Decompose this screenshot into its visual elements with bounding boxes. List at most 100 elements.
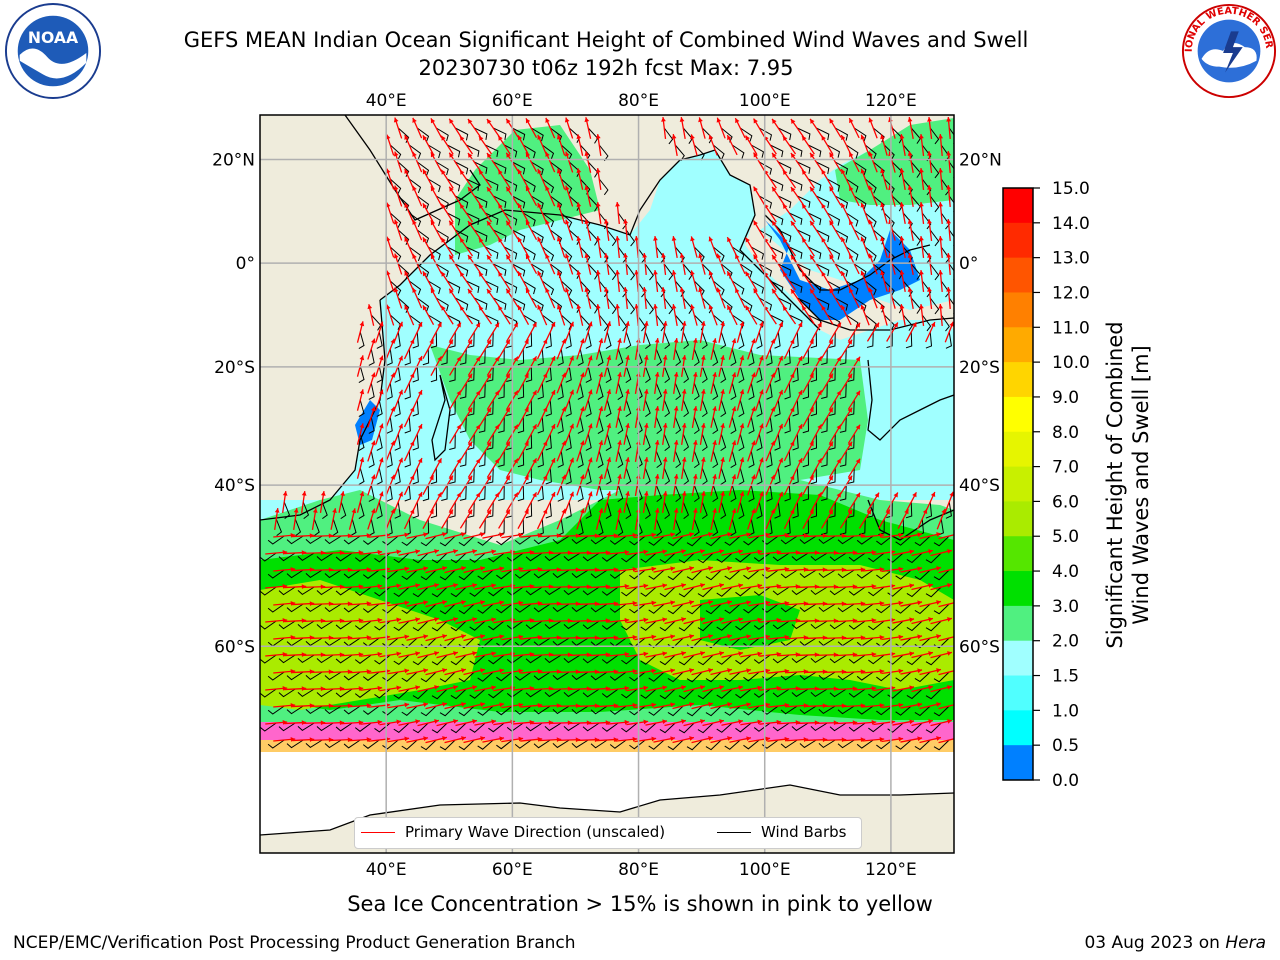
wind-barb — [324, 739, 342, 749]
wind-barb — [910, 297, 921, 314]
wave-arrowhead — [708, 702, 713, 707]
wind-barb — [778, 229, 792, 243]
wind-barb — [522, 144, 536, 159]
wind-barb — [933, 603, 950, 615]
wind-barb — [772, 552, 790, 562]
wave-arrowhead — [598, 440, 604, 446]
legend-item-wave: Primary Wave Direction (unscaled) — [361, 823, 665, 841]
wave-arrowhead — [632, 600, 638, 606]
wind-barb — [335, 722, 353, 732]
wind-barb — [925, 501, 933, 519]
wind-barb — [394, 365, 401, 383]
wave-arrowhead — [532, 356, 537, 362]
wind-barb — [305, 603, 323, 613]
wave-arrowhead — [759, 355, 764, 361]
wave-arrowhead — [860, 635, 866, 641]
wind-barb — [486, 433, 494, 450]
wind-barb — [834, 195, 849, 209]
wave-arrowhead — [434, 549, 439, 554]
wind-barb — [260, 586, 277, 596]
wind-barb — [606, 297, 617, 315]
wave-arrowhead — [746, 634, 752, 640]
wind-barb — [605, 365, 612, 384]
wave-arrowhead — [499, 532, 505, 538]
wave-arrowhead — [625, 321, 630, 326]
wave-arrowhead — [437, 458, 442, 464]
wind-barb — [563, 586, 581, 596]
wind-barb — [945, 501, 952, 519]
wind-barb — [522, 212, 536, 227]
wave-arrowhead — [309, 669, 315, 675]
wave-arrowhead — [377, 651, 383, 657]
wave-arrowhead — [738, 685, 744, 691]
wave-arrowhead — [789, 407, 795, 413]
wind-barb — [655, 484, 663, 503]
wave-arrowhead — [849, 288, 854, 294]
wind-barb — [435, 161, 449, 176]
wave-arrowhead — [409, 509, 415, 515]
wave-arrowhead — [499, 566, 505, 572]
wave-arrowhead — [467, 118, 473, 124]
wave-arrowhead — [366, 669, 372, 674]
wind-barb — [686, 739, 703, 751]
wind-barb — [933, 739, 950, 751]
wave-arrowhead — [670, 702, 676, 708]
wave-arrowhead — [700, 549, 705, 554]
wind-barb — [498, 416, 505, 434]
wave-arrowhead — [898, 736, 904, 742]
wave-arrowhead — [899, 270, 905, 275]
wind-barb — [354, 552, 372, 562]
wind-barb — [845, 178, 859, 193]
wind-barb — [466, 144, 480, 157]
wave-arrowhead — [423, 600, 429, 605]
wind-barb — [597, 348, 604, 367]
wave-arrowhead — [907, 117, 913, 122]
wind-barb — [868, 586, 885, 597]
wind-barb — [826, 178, 841, 192]
wave-arrowhead — [494, 356, 500, 362]
wind-barb — [512, 195, 526, 209]
wave-arrowhead — [852, 652, 858, 658]
wave-arrowhead — [613, 601, 619, 606]
wave-arrowhead — [751, 508, 756, 514]
wind-barb — [430, 501, 438, 519]
wind-barb — [488, 586, 505, 597]
wind-barb — [522, 178, 536, 193]
wave-arrowhead — [936, 600, 941, 605]
wind-barb — [791, 654, 809, 664]
wave-arrowhead — [518, 634, 524, 640]
wave-arrowhead — [545, 253, 550, 259]
wind-barb — [537, 484, 544, 502]
wind-barb — [335, 654, 353, 664]
wind-barb — [753, 654, 771, 664]
legend-label-wave: Primary Wave Direction (unscaled) — [405, 823, 666, 841]
wave-arrowhead — [947, 549, 952, 554]
wind-barb — [663, 399, 671, 418]
wave-arrowhead — [662, 719, 668, 725]
wave-arrowhead — [809, 509, 814, 515]
wind-barb — [267, 535, 285, 545]
wind-barb — [358, 399, 365, 418]
wave-arrowhead — [795, 584, 801, 589]
wave-arrowhead — [772, 254, 777, 260]
wind-barb — [267, 569, 285, 579]
wind-barb — [544, 552, 562, 562]
wind-barb — [496, 603, 513, 614]
wave-arrowhead — [708, 270, 714, 276]
wind-barb — [577, 518, 584, 536]
wave-arrowhead — [513, 390, 518, 396]
wave-arrowhead — [467, 475, 473, 481]
wind-barb — [761, 671, 779, 681]
wind-barb — [412, 331, 419, 349]
wind-barb — [914, 535, 931, 547]
wind-barb — [416, 161, 430, 177]
wave-arrowhead — [855, 390, 861, 396]
wave-arrowhead — [517, 305, 523, 311]
wave-arrowhead — [690, 270, 695, 276]
wind-barb — [799, 603, 817, 613]
wind-barb — [845, 212, 859, 227]
legend-item-barbs: Wind Barbs — [717, 823, 846, 841]
wave-arrowhead — [784, 600, 790, 606]
wave-arrowhead — [385, 168, 391, 174]
wind-barb — [948, 127, 954, 145]
